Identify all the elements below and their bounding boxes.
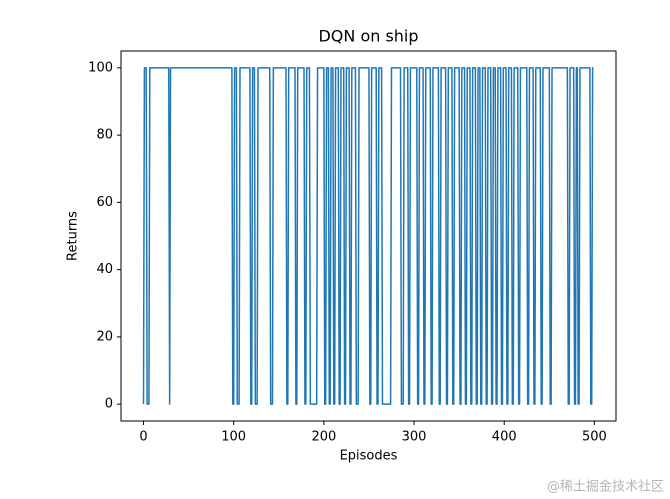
x-tick-label: 400	[492, 430, 517, 445]
plot-frame	[120, 50, 617, 422]
y-tick-label: 40	[96, 262, 113, 277]
x-tick-label: 300	[402, 430, 427, 445]
y-tick-label: 80	[96, 128, 113, 143]
y-tick-label: 60	[96, 195, 113, 210]
x-tick-label: 500	[582, 430, 607, 445]
x-axis-label: Episodes	[340, 449, 398, 464]
y-tick-label: 0	[105, 397, 113, 412]
y-tick-label: 20	[96, 329, 113, 344]
y-axis-label: Returns	[66, 211, 81, 261]
x-tick-label: 0	[139, 430, 147, 445]
x-tick-label: 100	[221, 430, 246, 445]
x-tick-label: 200	[311, 430, 336, 445]
data-line	[142, 67, 594, 405]
y-tick-label: 100	[88, 60, 113, 75]
chart-title: DQN on ship	[318, 27, 418, 46]
watermark: @稀土掘金技术社区	[547, 479, 664, 495]
